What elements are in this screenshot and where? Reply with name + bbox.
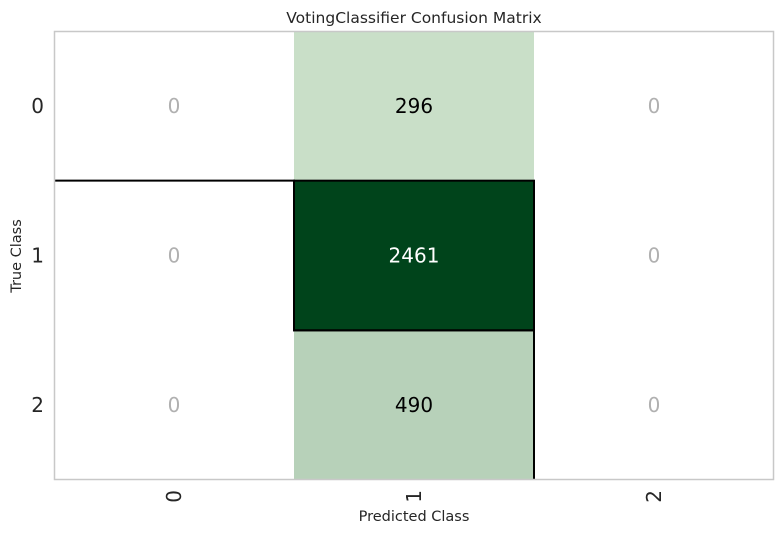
heatmap-cell-r2-c1 [294, 330, 534, 480]
y-tick-label: 1 [31, 244, 44, 268]
heatmap-cell-r1-c0 [54, 180, 294, 331]
cell-value-r1-c0: 0 [168, 244, 181, 268]
x-tick-label: 1 [402, 490, 426, 503]
heatmap-cell-r1-c1 [294, 180, 534, 331]
heatmap-cell-r0-c1 [294, 31, 534, 181]
y-tick-label: 2 [31, 393, 44, 417]
x-tick-label: 0 [162, 490, 186, 503]
x-axis-label: Predicted Class [359, 509, 470, 525]
diagonal-outline [54, 179, 535, 480]
cell-value-r0-c1: 296 [395, 94, 433, 118]
cell-value-r1-c2: 0 [648, 244, 661, 268]
y-tick-labels: 0 1 2 [31, 94, 44, 417]
cell-value-r2-c2: 0 [648, 393, 661, 417]
cell-value-labels: 0 296 0 0 2461 0 0 490 0 [168, 94, 661, 417]
cell-value-r0-c0: 0 [168, 94, 181, 118]
cell-value-r1-c1: 2461 [389, 244, 440, 268]
cell-value-r2-c0: 0 [168, 393, 181, 417]
x-tick-label: 2 [642, 490, 666, 503]
chart-title: VotingClassifier Confusion Matrix [286, 9, 541, 27]
heatmap-cell-r0-c2 [534, 31, 774, 181]
heatmap-cell-r1-c2 [534, 180, 774, 331]
heatmap-cell-r2-c2 [534, 330, 774, 480]
plot-frame [53, 30, 775, 481]
heatmap-cells [54, 31, 774, 480]
y-tick-label: 0 [31, 94, 44, 118]
cell-value-r0-c2: 0 [648, 94, 661, 118]
heatmap-cell-r0-c0 [54, 31, 294, 181]
diagonal-outline-cell [293, 179, 535, 332]
cell-value-r2-c1: 490 [395, 393, 433, 417]
x-tick-labels: 0 1 2 [162, 490, 666, 503]
heatmap-cell-r2-c0 [54, 330, 294, 480]
y-axis-label: True Class [9, 219, 25, 294]
